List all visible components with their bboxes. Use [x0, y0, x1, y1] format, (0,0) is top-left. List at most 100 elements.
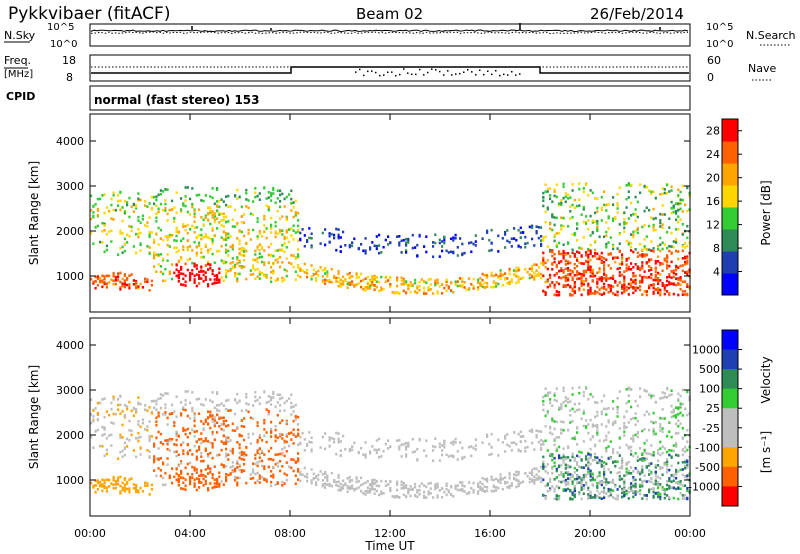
velocity-cell	[549, 477, 552, 481]
velocity-cell	[418, 492, 421, 496]
velocity-cell	[126, 487, 129, 491]
velocity-cell	[645, 465, 648, 468]
power-cell	[546, 245, 549, 248]
velocity-cell	[607, 457, 610, 460]
velocity-cell	[632, 454, 635, 458]
power-cell	[218, 213, 221, 217]
freq-scatter-dot	[391, 71, 393, 73]
power-cell	[324, 278, 327, 282]
power-cell	[184, 224, 187, 228]
velocity-cell	[261, 464, 264, 468]
velocity-cell	[254, 481, 257, 485]
power-cell	[596, 197, 599, 200]
power-cell	[207, 248, 210, 252]
velocity-cell	[396, 488, 399, 492]
velocity-cell	[238, 443, 241, 446]
velocity-cell	[535, 477, 538, 480]
velocity-cell	[108, 485, 111, 488]
power-cell	[675, 212, 678, 215]
power-cell	[474, 240, 477, 243]
power-cell	[605, 209, 608, 212]
velocity-cell	[227, 453, 230, 457]
power-cell	[598, 270, 601, 273]
velocity-cell	[609, 480, 612, 484]
power-cell	[252, 200, 255, 203]
power-cell	[157, 253, 160, 257]
velocity-cell	[508, 484, 511, 488]
velocity-cell	[639, 387, 642, 390]
velocity-cell	[243, 462, 246, 466]
power-cell	[297, 211, 300, 215]
velocity-cell	[663, 488, 666, 491]
power-cell	[562, 257, 565, 260]
power-cell	[542, 204, 545, 208]
velocity-cell	[137, 432, 140, 435]
velocity-cell	[346, 477, 349, 480]
velocity-cell	[432, 445, 435, 448]
velocity-cell	[438, 489, 441, 492]
velocity-cell	[348, 487, 351, 491]
velocity-cell	[195, 488, 198, 492]
velocity-cell	[94, 479, 97, 483]
velocity-cell	[569, 421, 572, 424]
power-cell	[434, 281, 437, 285]
power-cell	[279, 230, 282, 234]
power-cell	[211, 210, 214, 213]
power-cell	[542, 239, 545, 242]
velocity-cell	[645, 390, 648, 393]
velocity-cell	[159, 457, 162, 460]
velocity-cell	[652, 454, 655, 457]
freq-scatter-dot	[355, 71, 357, 73]
power-cell	[666, 256, 669, 260]
y-tick-label: 2000	[56, 225, 84, 238]
velocity-cell	[681, 427, 684, 430]
power-cell	[229, 262, 232, 265]
power-cell	[204, 216, 207, 219]
velocity-cell	[564, 457, 567, 461]
velocity-cell	[441, 487, 444, 491]
power-cell	[270, 280, 273, 284]
velocity-cell	[225, 478, 228, 481]
power-cell	[180, 239, 183, 243]
power-cell	[94, 226, 97, 229]
power-cell	[310, 232, 313, 236]
power-cell	[191, 269, 194, 272]
power-cell	[585, 259, 588, 263]
power-cell	[92, 211, 95, 214]
velocity-cell	[391, 495, 394, 498]
velocity-cell	[531, 468, 534, 472]
power-cell	[594, 254, 597, 258]
velocity-cell	[531, 478, 534, 481]
velocity-cell	[641, 471, 644, 474]
velocity-cell	[571, 419, 574, 423]
velocity-cell	[303, 438, 306, 441]
velocity-cell	[515, 479, 518, 482]
power-cell	[598, 288, 601, 291]
power-cell	[371, 278, 374, 282]
power-cell	[324, 272, 327, 275]
power-cell	[555, 293, 558, 297]
power-cell	[276, 189, 279, 192]
power-cell	[524, 235, 527, 239]
power-cell	[517, 275, 520, 279]
power-cell	[209, 237, 212, 241]
power-cell	[103, 282, 106, 286]
velocity-cell	[648, 490, 651, 494]
power-cell	[544, 190, 547, 193]
power-cell	[135, 232, 138, 236]
power-cell	[231, 218, 234, 222]
velocity-cell	[191, 473, 194, 476]
velocity-cell	[580, 458, 583, 461]
velocity-cell	[558, 486, 561, 490]
velocity-cell	[234, 476, 237, 479]
power-cell	[623, 211, 626, 214]
power-cell	[452, 236, 455, 239]
power-cell	[582, 283, 585, 286]
power-cell	[200, 237, 203, 241]
velocity-cell	[573, 471, 576, 474]
velocity-cell	[553, 443, 556, 447]
power-cell	[533, 278, 536, 281]
velocity-cell	[603, 465, 606, 468]
power-cell	[94, 280, 97, 283]
velocity-cell	[477, 492, 480, 495]
